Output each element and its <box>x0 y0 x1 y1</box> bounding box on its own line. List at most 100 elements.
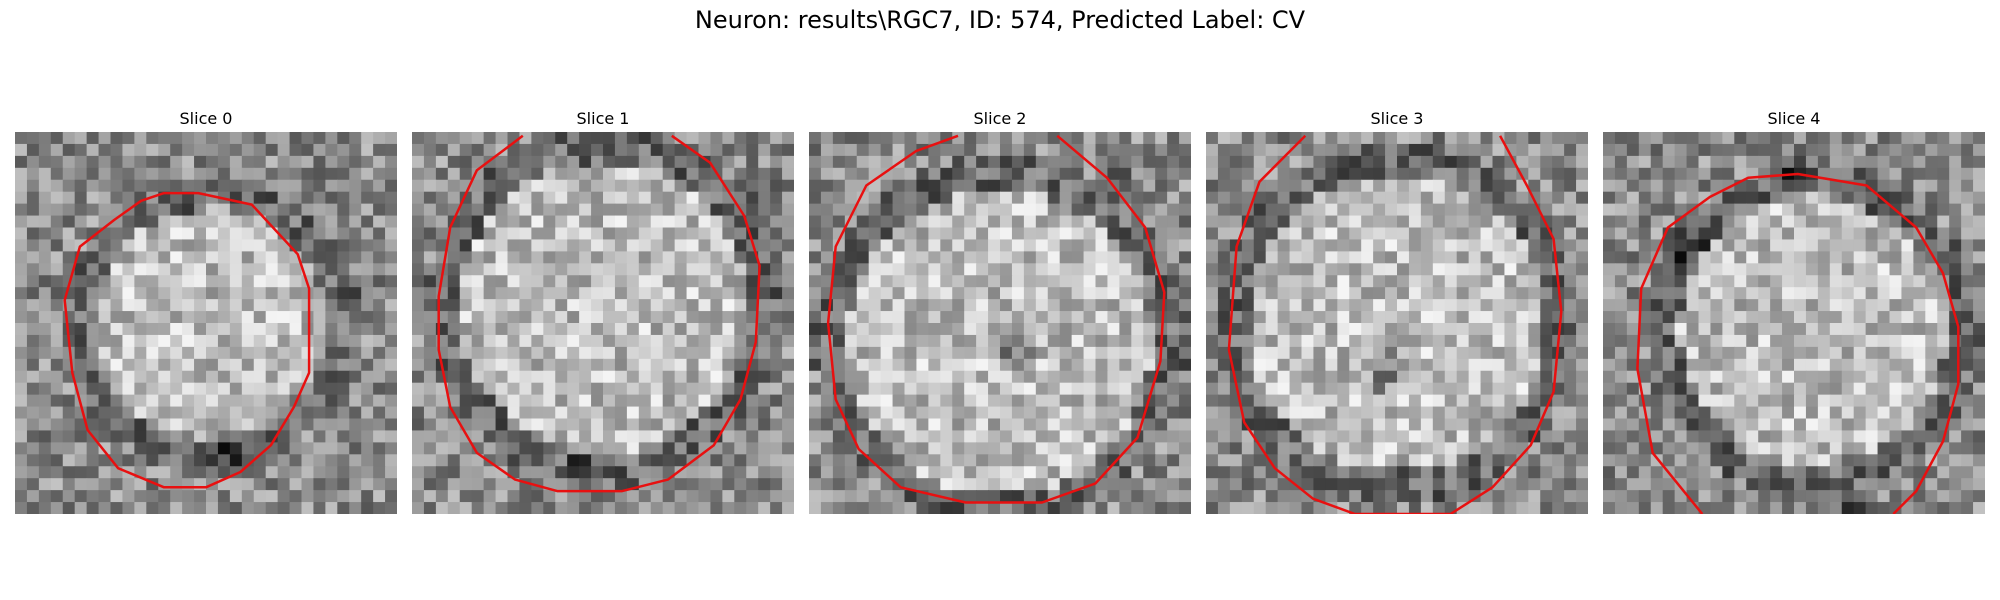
image-pixel <box>1071 251 1085 264</box>
image-pixel <box>674 311 688 324</box>
image-pixel <box>1603 346 1616 360</box>
image-pixel <box>1468 502 1482 514</box>
image-pixel <box>844 442 858 455</box>
image-pixel <box>904 334 918 348</box>
image-pixel <box>1817 191 1831 205</box>
image-pixel <box>1432 215 1446 229</box>
image-pixel <box>1961 167 1974 181</box>
image-pixel <box>988 155 1001 169</box>
image-pixel <box>495 215 509 229</box>
image-pixel <box>1107 406 1120 420</box>
image-pixel <box>98 370 112 384</box>
image-pixel <box>1829 382 1843 396</box>
image-pixel <box>1301 406 1315 420</box>
image-pixel <box>1552 478 1565 491</box>
image-pixel <box>710 239 723 252</box>
image-pixel <box>1865 143 1879 157</box>
image-pixel <box>206 466 219 479</box>
image-pixel <box>1059 203 1073 217</box>
image-pixel <box>686 263 700 276</box>
image-pixel <box>1626 203 1640 217</box>
image-pixel <box>1626 263 1640 276</box>
image-pixel <box>1337 132 1350 145</box>
image-pixel <box>1480 358 1494 372</box>
image-pixel <box>1047 132 1061 145</box>
image-pixel <box>976 418 989 432</box>
image-pixel <box>507 334 521 348</box>
image-pixel <box>809 155 822 169</box>
image-pixel <box>253 179 267 193</box>
image-pixel <box>1865 179 1879 193</box>
image-pixel <box>1444 358 1458 372</box>
image-pixel <box>182 442 195 455</box>
image-pixel <box>98 406 112 420</box>
image-pixel <box>483 502 497 514</box>
image-pixel <box>614 239 628 252</box>
image-pixel <box>373 406 386 420</box>
image-pixel <box>1313 191 1326 205</box>
image-pixel <box>1217 239 1231 252</box>
image-pixel <box>1385 406 1398 420</box>
image-pixel <box>1071 358 1085 372</box>
image-pixel <box>1095 215 1109 229</box>
image-pixel <box>591 466 604 479</box>
image-pixel <box>626 442 640 455</box>
image-pixel <box>1961 418 1974 432</box>
image-pixel <box>844 191 858 205</box>
image-pixel <box>62 203 76 217</box>
image-pixel <box>1516 478 1529 491</box>
image-pixel <box>1253 418 1267 432</box>
image-pixel <box>507 227 521 241</box>
image-pixel <box>820 478 834 491</box>
image-pixel <box>1794 442 1807 455</box>
image-pixel <box>134 442 147 455</box>
image-pixel <box>1143 215 1156 229</box>
image-pixel <box>1829 155 1843 169</box>
image-pixel <box>770 430 783 443</box>
image-pixel <box>1143 502 1156 514</box>
image-pixel <box>1626 299 1640 312</box>
image-pixel <box>1480 346 1494 360</box>
image-pixel <box>1059 442 1073 455</box>
image-pixel <box>158 275 171 288</box>
image-pixel <box>1373 287 1386 300</box>
image-pixel <box>952 394 965 408</box>
image-pixel <box>277 167 291 181</box>
image-pixel <box>349 406 362 420</box>
image-pixel <box>1337 466 1350 479</box>
image-pixel <box>38 299 52 312</box>
image-pixel <box>277 179 291 193</box>
image-pixel <box>603 287 616 300</box>
image-pixel <box>74 311 88 324</box>
image-pixel <box>313 442 326 455</box>
image-pixel <box>1432 263 1446 276</box>
image-pixel <box>1961 430 1974 443</box>
image-pixel <box>820 227 834 241</box>
image-pixel <box>1805 143 1819 157</box>
image-pixel <box>868 299 882 312</box>
image-pixel <box>555 287 568 300</box>
image-pixel <box>832 203 846 217</box>
image-pixel <box>1420 334 1434 348</box>
image-pixel <box>686 418 700 432</box>
image-pixel <box>543 370 556 384</box>
image-pixel <box>1456 239 1470 252</box>
image-pixel <box>904 358 918 372</box>
image-pixel <box>373 143 386 157</box>
image-pixel <box>722 430 735 443</box>
image-pixel <box>38 275 52 288</box>
image-pixel <box>483 490 497 503</box>
image-pixel <box>1253 502 1267 514</box>
image-pixel <box>1949 418 1962 432</box>
image-pixel <box>555 382 568 396</box>
image-pixel <box>241 155 255 169</box>
slice-title: Slice 4 <box>1767 109 1821 128</box>
image-pixel <box>1167 132 1180 145</box>
image-pixel <box>940 239 953 252</box>
image-pixel <box>289 382 303 396</box>
image-pixel <box>1949 323 1962 336</box>
image-pixel <box>289 334 303 348</box>
image-pixel <box>820 239 834 252</box>
image-pixel <box>1301 358 1315 372</box>
image-pixel <box>555 132 568 145</box>
